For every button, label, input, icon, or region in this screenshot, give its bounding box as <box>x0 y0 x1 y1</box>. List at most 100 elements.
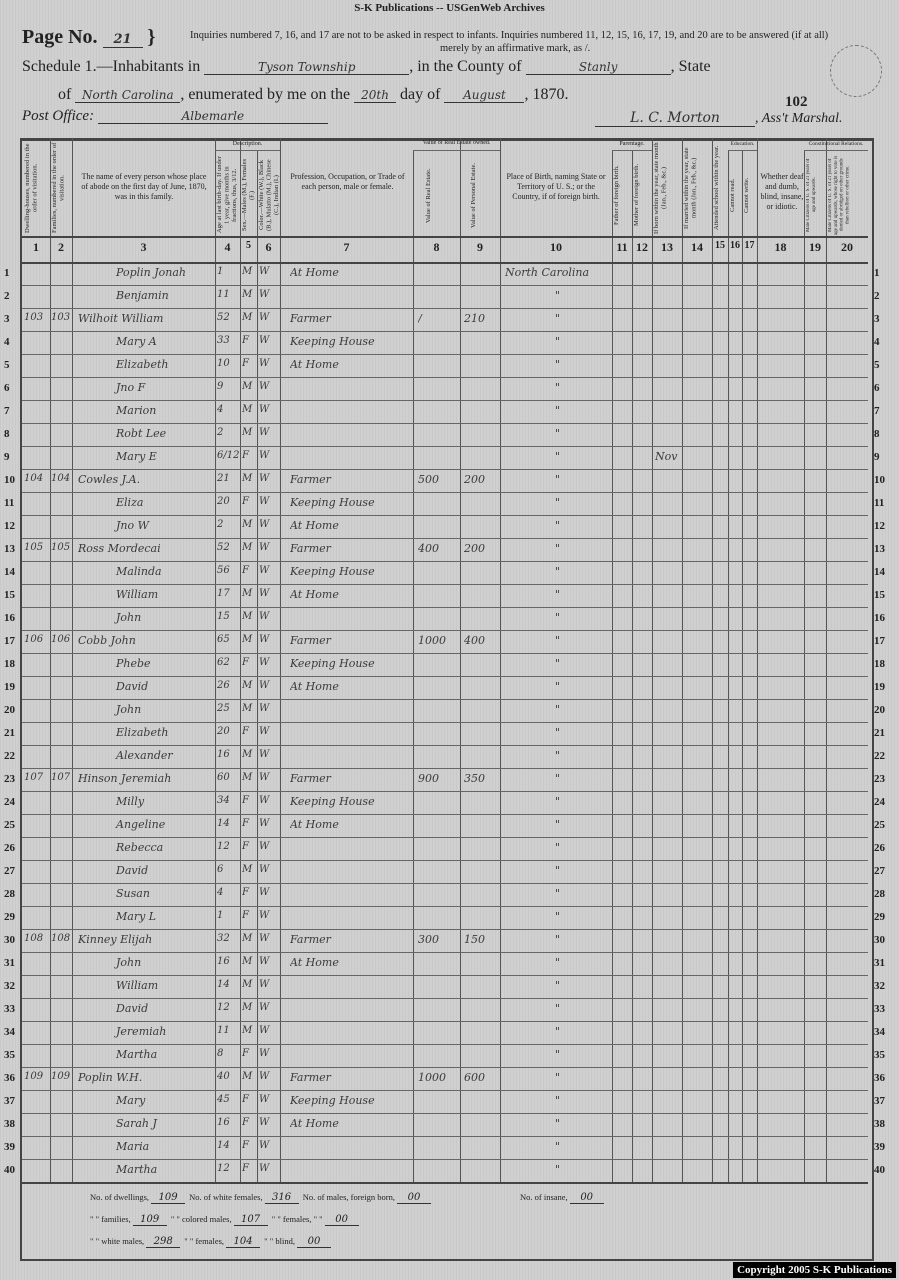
color: W <box>259 703 270 714</box>
row-rule <box>22 469 868 470</box>
person-name: Jeremiah <box>116 1025 167 1038</box>
age: 56 <box>217 565 230 576</box>
birthplace: " <box>555 450 561 463</box>
colored-males-count: 107 <box>233 1214 268 1226</box>
color: W <box>259 519 270 530</box>
row-number: 20 <box>874 704 885 716</box>
sex: M <box>242 1025 253 1036</box>
sex: F <box>242 910 249 921</box>
color: W <box>259 611 270 622</box>
row-number: 4 <box>4 336 10 348</box>
row-number: 22 <box>874 750 885 762</box>
column-rule <box>612 150 613 1182</box>
row-rule <box>22 331 868 332</box>
row-number: 2 <box>4 290 10 302</box>
row-number: 22 <box>4 750 15 762</box>
birthplace: " <box>555 841 561 854</box>
row-number: 10 <box>4 474 15 486</box>
birthplace: " <box>555 1094 561 1107</box>
col-header-cannot-read: Cannot read. <box>729 178 736 213</box>
col-header-school: Attended school within the year. <box>713 145 720 231</box>
birthplace: " <box>555 358 561 371</box>
sex: F <box>242 841 249 852</box>
insane-line: No. of insane, 00 <box>520 1192 606 1204</box>
person-name: Elizabeth <box>116 726 169 739</box>
sex: M <box>242 427 253 438</box>
sex: M <box>242 956 253 967</box>
marshal-signature: L. C. Morton <box>595 110 755 127</box>
row-number: 14 <box>4 566 15 578</box>
age: 52 <box>217 542 230 553</box>
row-rule <box>22 1021 868 1022</box>
dwelling-number: 107 <box>24 772 44 783</box>
row-rule <box>22 377 868 378</box>
row-number: 11 <box>4 497 15 509</box>
marshal-line: L. C. Morton, Ass't Marshal. <box>595 110 843 127</box>
sex: M <box>242 519 253 530</box>
row-number: 38 <box>4 1118 15 1130</box>
person-name: Kinney Elijah <box>78 933 153 946</box>
column-rule <box>652 138 653 1182</box>
age: 25 <box>217 703 230 714</box>
row-number: 16 <box>4 612 15 624</box>
row-number: 14 <box>874 566 885 578</box>
color: W <box>259 887 270 898</box>
birthplace: " <box>555 1163 561 1176</box>
row-rule <box>22 423 868 424</box>
row-rule <box>22 906 868 907</box>
row-rule <box>22 262 868 264</box>
insane-label: No. of insane, <box>520 1192 568 1202</box>
occupation: Farmer <box>290 473 331 486</box>
person-name: Poplin W.H. <box>78 1071 143 1084</box>
sex: M <box>242 542 253 553</box>
row-rule <box>22 515 868 516</box>
age: 16 <box>217 749 230 760</box>
row-number: 40 <box>874 1164 885 1176</box>
color: W <box>259 358 270 369</box>
age: 12 <box>217 841 230 852</box>
age: 2 <box>217 519 224 530</box>
col-header-real-estate: Value of Real Estate. <box>425 168 432 223</box>
families-count: 109 <box>132 1214 167 1226</box>
row-rule <box>22 285 868 286</box>
color: W <box>259 933 270 944</box>
row-rule <box>22 1067 868 1068</box>
color: W <box>259 1002 270 1013</box>
sex: M <box>242 266 253 277</box>
person-name: Poplin Jonah <box>116 266 186 279</box>
color: W <box>259 404 270 415</box>
age: 40 <box>217 1071 230 1082</box>
occupation: Farmer <box>290 312 331 325</box>
sex: M <box>242 634 253 645</box>
row-number: 39 <box>4 1141 15 1153</box>
col-header-color: Color.—White (W.), Black (B.), Mulatto (… <box>258 159 280 231</box>
occupation: Keeping House <box>290 657 375 670</box>
row-rule <box>22 308 868 309</box>
person-name: Phebe <box>116 657 151 670</box>
column-number: 19 <box>809 240 821 254</box>
birthplace: " <box>555 565 561 578</box>
row-number: 13 <box>874 543 885 555</box>
col-header-family: Families, numbered in the order of visit… <box>51 142 66 234</box>
row-number: 28 <box>874 888 885 900</box>
person-name: Elizabeth <box>116 358 169 371</box>
sex: F <box>242 358 249 369</box>
person-name: Mary A <box>116 335 157 348</box>
row-rule <box>22 561 868 562</box>
row-number: 12 <box>4 520 15 532</box>
age: 14 <box>217 818 230 829</box>
row-rule <box>22 814 868 815</box>
row-number: 36 <box>874 1072 885 1084</box>
row-number: 1 <box>4 267 10 279</box>
age: 26 <box>217 680 230 691</box>
enumeration-line: of North Carolina, enumerated by me on t… <box>58 86 568 104</box>
sex: M <box>242 933 253 944</box>
birthplace: " <box>555 1048 561 1061</box>
birthplace: " <box>555 703 561 716</box>
state-label: , State <box>670 58 711 75</box>
age: 1 <box>217 910 224 921</box>
row-number: 40 <box>4 1164 15 1176</box>
row-number: 7 <box>874 405 880 417</box>
occupation: At Home <box>290 588 339 601</box>
